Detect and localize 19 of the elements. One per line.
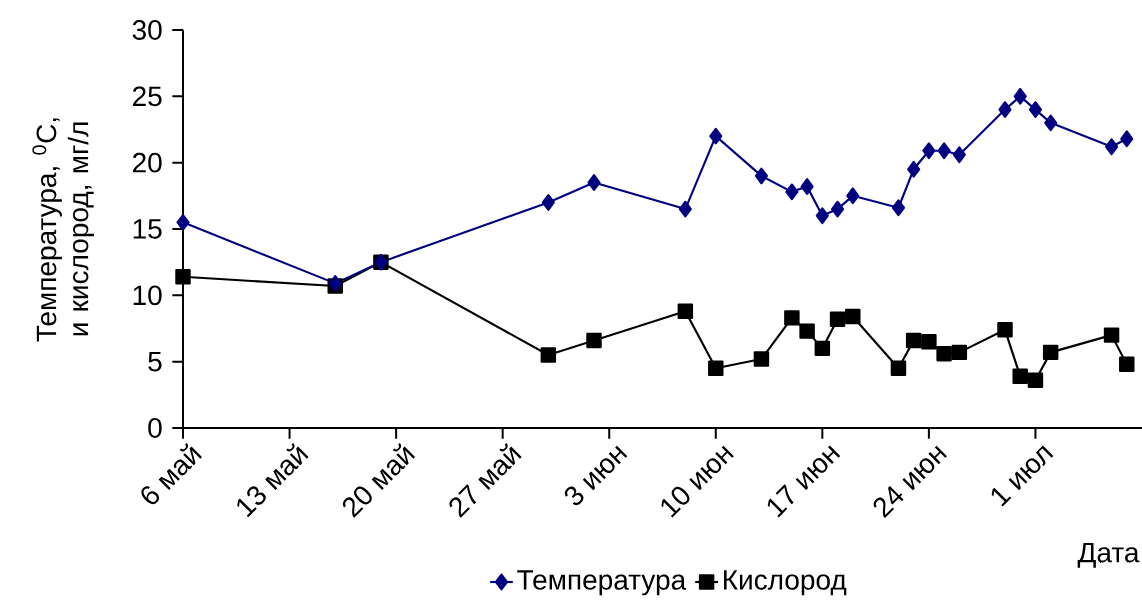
x-tick-label: 13 май [237, 442, 309, 518]
x-tick-label: 10 июн [661, 445, 734, 518]
y-tick-label: 10 [133, 285, 162, 306]
y-tick-label: 25 [133, 86, 162, 107]
x-tick-label: 6 май [141, 442, 202, 505]
x-tick-label: 20 май [342, 442, 416, 518]
x-tick-label: 24 июн [873, 445, 947, 519]
x-axis-title: Дата [1077, 542, 1140, 568]
x-tick-label: 27 май [449, 442, 522, 518]
y-tick-label: 5 [148, 351, 162, 372]
x-tick-label: 3 июн [564, 445, 628, 506]
legend-label: Кислород [724, 570, 847, 596]
y-tick-label: 0 [148, 418, 162, 438]
y-tick-label: 15 [133, 219, 162, 239]
x-tick-label: 1 июл [991, 445, 1054, 507]
x-tick-label: 17 июн [767, 445, 841, 518]
legend-label: Температура [517, 570, 687, 596]
y-tick-label: 20 [133, 152, 162, 173]
y-tick-label: 30 [132, 20, 162, 40]
